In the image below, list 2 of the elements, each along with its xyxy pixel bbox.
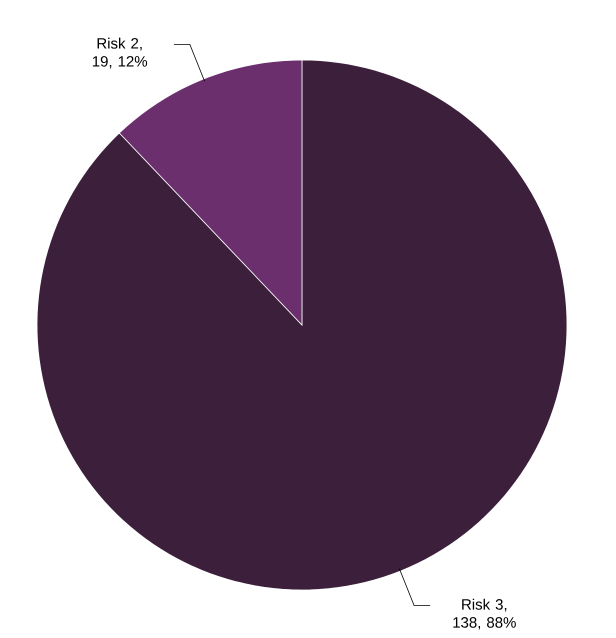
slice-label: Risk 2 [98, 38, 138, 49]
slice-label: Risk 3 [462, 598, 503, 610]
